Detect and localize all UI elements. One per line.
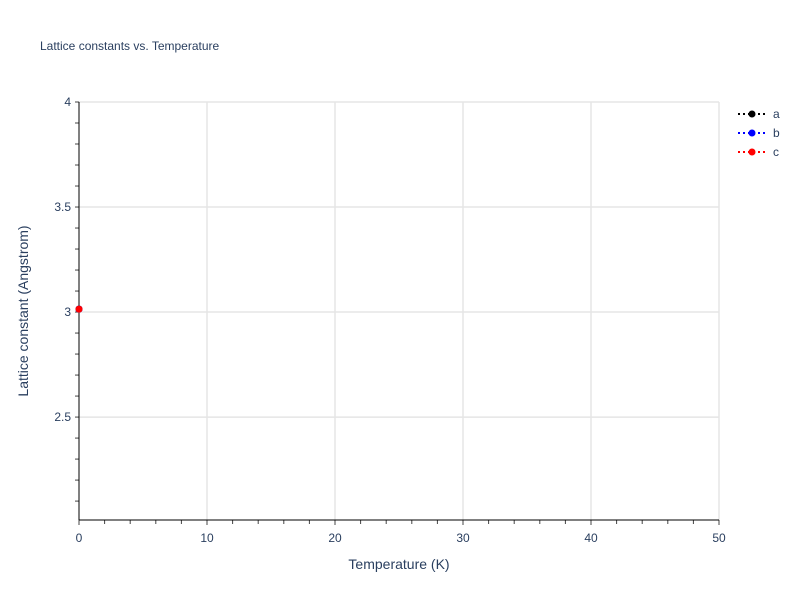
x-tick-label: 20: [328, 531, 342, 545]
data-point-c: [75, 305, 83, 313]
chart-title: Lattice constants vs. Temperature: [40, 39, 220, 53]
x-axis-label: Temperature (K): [348, 556, 449, 572]
legend-label-a[interactable]: a: [773, 107, 780, 121]
x-tick-label: 30: [456, 531, 470, 545]
legend-marker-b: [748, 129, 756, 137]
x-tick-label: 0: [76, 531, 83, 545]
y-tick-label: 2.5: [54, 410, 71, 424]
y-tick-label: 3: [64, 305, 71, 319]
x-tick-label: 40: [584, 531, 598, 545]
y-axis-label: Lattice constant (Angstrom): [15, 225, 31, 396]
y-tick-label: 4: [64, 95, 71, 109]
x-tick-label: 10: [200, 531, 214, 545]
grid: [79, 101, 720, 520]
legend-label-c[interactable]: c: [773, 145, 779, 159]
legend-label-b[interactable]: b: [773, 126, 780, 140]
y-tick-label: 3.5: [54, 200, 71, 214]
x-tick-label: 50: [712, 531, 726, 545]
data-marks: [75, 305, 83, 313]
legend: abc: [738, 107, 780, 159]
legend-marker-a: [748, 110, 756, 118]
legend-marker-c: [748, 148, 756, 156]
axes: 0 10 20 30 40 50 2.5 3 3.5 4: [54, 95, 726, 545]
